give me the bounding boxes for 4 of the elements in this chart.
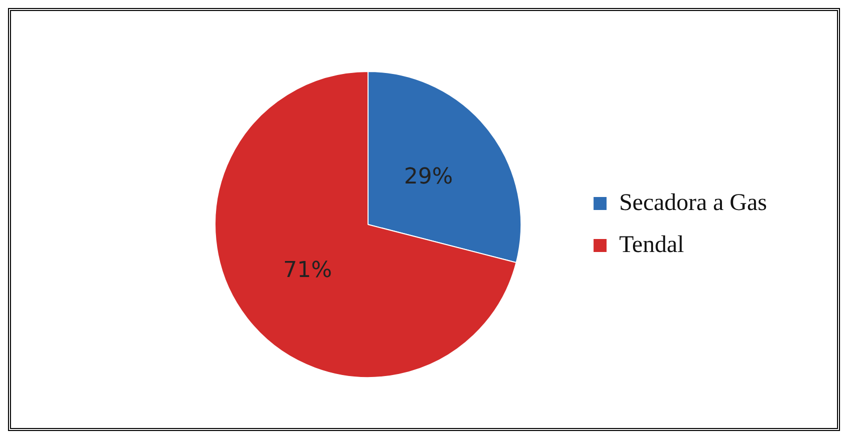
data-label: 71% [283, 258, 332, 284]
legend-label: Secadora a Gas [619, 190, 768, 216]
legend-label: Tendal [619, 232, 684, 258]
data-label: 29% [404, 164, 453, 190]
